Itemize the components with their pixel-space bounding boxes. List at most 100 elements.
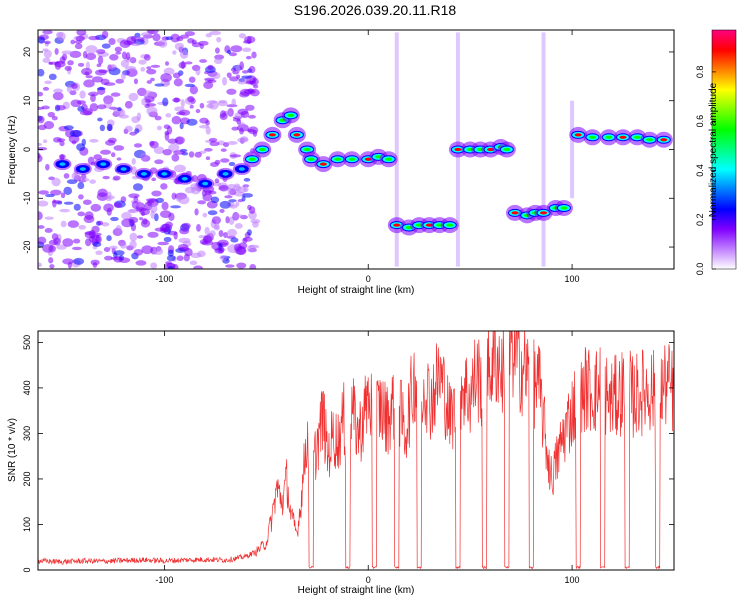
noise-cell xyxy=(54,47,59,55)
noise-cell xyxy=(141,245,154,255)
noise-cell xyxy=(223,232,228,238)
y-tick-label: 10 xyxy=(22,96,32,106)
noise-cell xyxy=(172,72,181,79)
noise-cell xyxy=(218,230,224,238)
noise-cell xyxy=(171,153,180,162)
noise-cell xyxy=(248,65,256,74)
noise-cell xyxy=(153,247,164,256)
noise-cell xyxy=(245,104,255,111)
noise-cell xyxy=(97,55,104,65)
y-tick-label: 500 xyxy=(22,335,32,350)
ridge-core xyxy=(222,172,229,176)
noise-cell xyxy=(174,42,185,51)
noise-cell xyxy=(43,40,51,45)
noise-cell xyxy=(114,46,122,53)
noise-cell xyxy=(214,221,220,230)
ridge-peak xyxy=(503,147,511,152)
noise-cell xyxy=(119,39,131,48)
noise-cell xyxy=(131,43,141,47)
noise-cell xyxy=(113,250,125,256)
noise-cell xyxy=(110,152,116,158)
ridge-peak xyxy=(574,133,582,137)
ridge-peak xyxy=(393,223,401,227)
noise-cell xyxy=(229,154,242,158)
noise-cell xyxy=(220,158,230,163)
noise-cell xyxy=(45,193,55,198)
noise-cell xyxy=(51,177,61,187)
x-tick-label: 0 xyxy=(366,575,371,585)
noise-cell xyxy=(74,43,83,50)
noise-cell xyxy=(38,68,45,77)
noise-cell xyxy=(108,37,116,45)
noise-cell xyxy=(44,227,53,233)
noise-cell xyxy=(236,262,247,269)
ridge-core xyxy=(161,172,168,176)
noise-cell xyxy=(207,79,217,83)
ridge-peak xyxy=(588,135,596,139)
noise-cell xyxy=(234,223,243,229)
noise-cell xyxy=(64,65,72,71)
noise-cell xyxy=(227,49,232,55)
noise-cell xyxy=(98,69,109,74)
noise-cell xyxy=(66,85,73,93)
noise-cell xyxy=(109,53,119,61)
noise-cell xyxy=(38,154,43,163)
noise-cell xyxy=(38,262,43,268)
noise-cell xyxy=(47,111,56,118)
noise-cell xyxy=(165,113,172,118)
noise-cell xyxy=(96,63,102,68)
noise-cell xyxy=(208,137,218,142)
noise-cell xyxy=(38,142,43,147)
noise-cell xyxy=(188,76,196,83)
noise-cell xyxy=(228,199,237,203)
noise-cell xyxy=(136,235,144,239)
noise-cell xyxy=(121,72,126,80)
noise-cell xyxy=(195,266,201,269)
noise-cell xyxy=(154,83,165,87)
noise-cell xyxy=(38,36,45,44)
noise-cell xyxy=(131,158,136,165)
noise-cell xyxy=(76,143,86,152)
ridge-peak xyxy=(307,157,315,161)
noise-cell xyxy=(189,85,199,95)
noise-cell xyxy=(151,177,157,182)
noise-cell xyxy=(184,31,196,37)
noise-cell xyxy=(125,52,131,61)
noise-cell xyxy=(233,185,242,192)
colorbar: 0.0 0.2 0.4 0.6 0.8 Normalized spectral ampl… xyxy=(695,29,737,275)
noise-cell xyxy=(38,190,50,195)
noise-cell xyxy=(165,61,170,66)
noise-cell xyxy=(97,220,104,226)
ridge-peak xyxy=(248,157,256,161)
ridge-core xyxy=(202,181,209,186)
noise-cell xyxy=(231,126,239,131)
noise-cell xyxy=(96,87,106,91)
noise-cell xyxy=(245,55,252,60)
noise-cell xyxy=(171,115,182,125)
noise-cell xyxy=(218,184,229,192)
noise-cell xyxy=(206,103,214,109)
noise-cell xyxy=(103,203,114,213)
noise-cell xyxy=(214,57,223,65)
noise-cell xyxy=(91,76,104,83)
x-tick-label: 100 xyxy=(565,274,580,284)
noise-cell xyxy=(209,141,220,147)
colorbar-tick-label: 0.4 xyxy=(695,164,705,177)
noise-cell xyxy=(197,250,206,258)
ridge-peak xyxy=(287,113,295,117)
ridge-core xyxy=(59,162,66,166)
noise-cell xyxy=(106,191,112,199)
noise-cell xyxy=(210,196,220,204)
noise-cell xyxy=(38,225,45,229)
noise-cell xyxy=(204,226,210,236)
noise-cell xyxy=(51,116,58,121)
noise-cell xyxy=(113,145,125,151)
noise-cell xyxy=(231,98,237,107)
spectrogram-y-axis-label: Frequency (Hz) xyxy=(7,116,18,185)
noise-cell xyxy=(227,228,237,237)
noise-cell xyxy=(243,185,249,193)
noise-cell xyxy=(60,220,67,228)
noise-cell xyxy=(179,34,190,39)
noise-cell xyxy=(239,127,244,135)
noise-cell xyxy=(247,126,259,135)
